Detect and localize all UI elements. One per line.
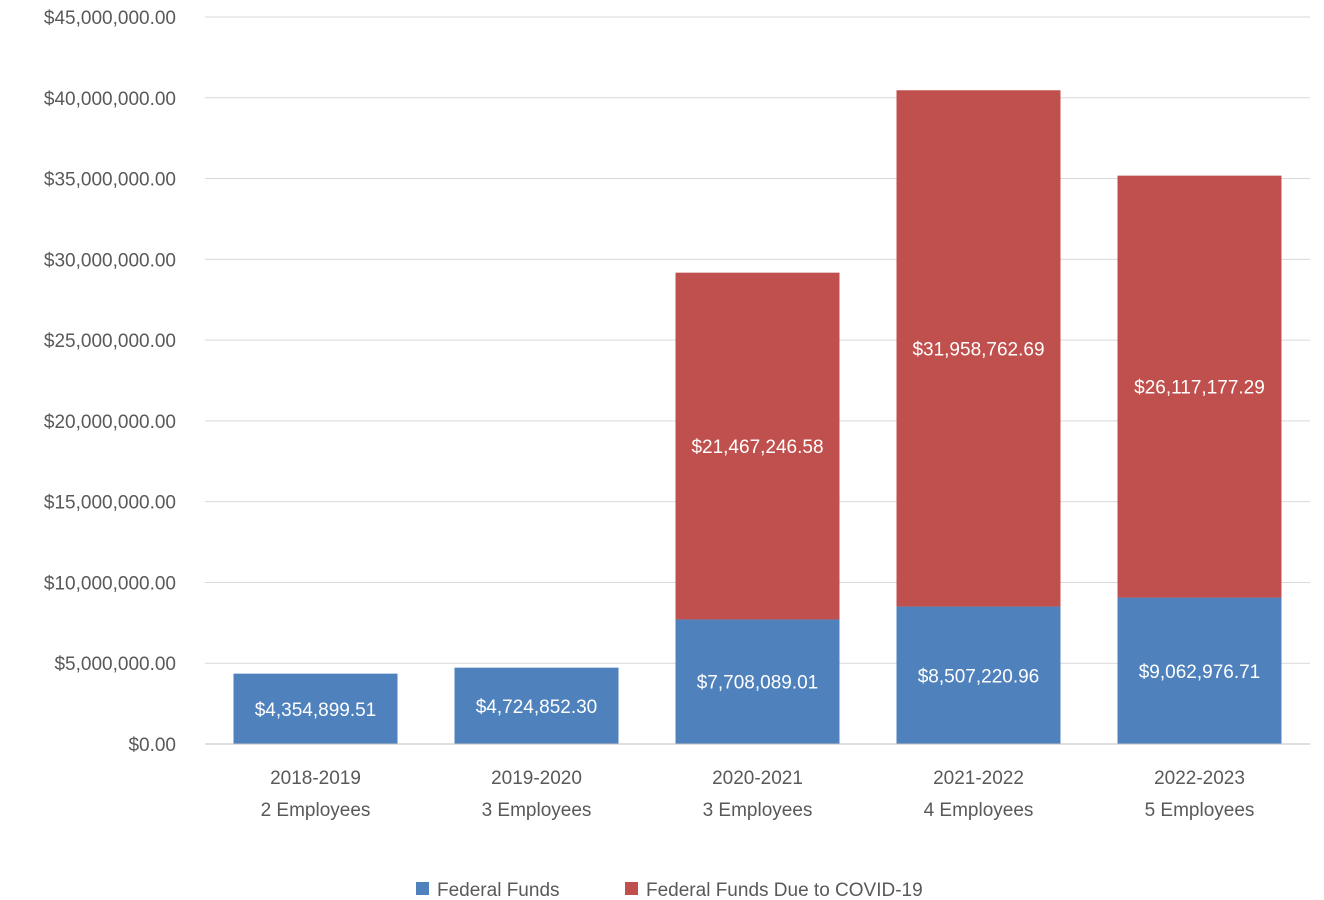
bar-segment — [675, 272, 840, 620]
bar-segment — [1117, 597, 1282, 744]
data-label: $8,507,220.96 — [918, 666, 1040, 687]
y-tick-label: $30,000,000.00 — [44, 250, 176, 271]
y-tick-label: $10,000,000.00 — [44, 573, 176, 594]
data-label: $7,708,089.01 — [697, 673, 819, 694]
legend-swatch — [416, 882, 429, 895]
y-tick-label: $35,000,000.00 — [44, 170, 176, 191]
x-category-label: 2018-2019 — [270, 768, 361, 789]
legend: Federal Funds Federal Funds Due to COVID-… — [416, 880, 923, 900]
bar-segment — [233, 673, 398, 744]
bar-segment — [675, 619, 840, 744]
y-tick-label: $45,000,000.00 — [44, 8, 176, 29]
x-category-label: 3 Employees — [703, 800, 813, 821]
y-tick-label: $15,000,000.00 — [44, 493, 176, 514]
x-category-label: 2019-2020 — [491, 768, 582, 789]
bar-segment — [1117, 175, 1282, 598]
x-category-label: 2021-2022 — [933, 768, 1024, 789]
y-tick-label: $20,000,000.00 — [44, 412, 176, 433]
data-label: $21,467,246.58 — [691, 437, 823, 458]
y-tick-label: $25,000,000.00 — [44, 331, 176, 352]
data-label: $26,117,177.29 — [1134, 378, 1265, 399]
x-category-label: 2022-2023 — [1154, 768, 1245, 789]
bar-segment — [896, 606, 1061, 744]
x-category-label: 2 Employees — [261, 800, 371, 821]
x-category-label: 3 Employees — [482, 800, 592, 821]
legend-label: Federal Funds — [437, 880, 560, 900]
bar-segment — [454, 667, 619, 744]
legend-swatch — [625, 882, 638, 895]
bars — [233, 90, 1282, 744]
data-label: $31,958,762.69 — [912, 339, 1044, 360]
data-label: $9,062,976.71 — [1139, 662, 1261, 683]
bar-segment — [896, 90, 1061, 607]
x-category-label: 5 Employees — [1145, 800, 1255, 821]
data-label: $4,724,852.30 — [476, 697, 598, 718]
y-tick-label: $5,000,000.00 — [54, 654, 176, 675]
data-labels: $4,354,899.51 $4,724,852.30 $7,708,089.01 $… — [255, 339, 1265, 720]
y-tick-label: $0.00 — [128, 735, 176, 756]
x-axis-category-labels: 2018-2019 2 Employees 2019-2020 3 Employees… — [261, 768, 1255, 821]
x-category-label: 2020-2021 — [712, 768, 803, 789]
y-tick-label: $40,000,000.00 — [44, 89, 176, 110]
y-axis-tick-labels: $0.00 $5,000,000.00 $10,000,000.00 $15,000,… — [44, 8, 176, 756]
legend-label: Federal Funds Due to COVID-19 — [646, 880, 923, 900]
x-category-label: 4 Employees — [924, 800, 1034, 821]
data-label: $4,354,899.51 — [255, 700, 377, 721]
